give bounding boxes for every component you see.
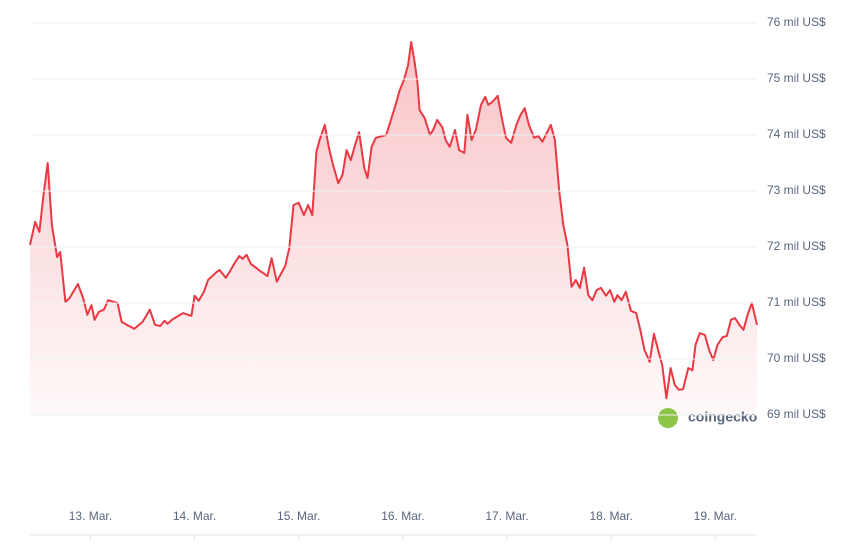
x-tick-label: 16. Mar.: [381, 509, 424, 523]
y-tick-label: 74 mil US$: [767, 127, 826, 141]
price-line: [29, 41, 758, 400]
logo: [658, 408, 678, 428]
x-tick-label: 14. Mar.: [173, 509, 216, 523]
y-tick-label: 73 mil US$: [767, 183, 826, 197]
y-tick-label: 71 mil US$: [767, 295, 826, 309]
y-tick-label: 72 mil US$: [767, 239, 826, 253]
x-tick-label: 17. Mar.: [485, 509, 528, 523]
x-tick-label: 13. Mar.: [69, 509, 112, 523]
y-tick-label: 69 mil US$: [767, 407, 826, 421]
y-tick-label: 75 mil US$: [767, 71, 826, 85]
y-tick-label: 76 mil US$: [767, 15, 826, 29]
y-tick-label: 70 mil US$: [767, 351, 826, 365]
x-tick-label: 19. Mar.: [694, 509, 737, 523]
x-tick-label: 15. Mar.: [277, 509, 320, 523]
area: [30, 42, 757, 415]
x-tick-label: 18. Mar.: [590, 509, 633, 523]
watermark: coingecko: [688, 409, 757, 425]
